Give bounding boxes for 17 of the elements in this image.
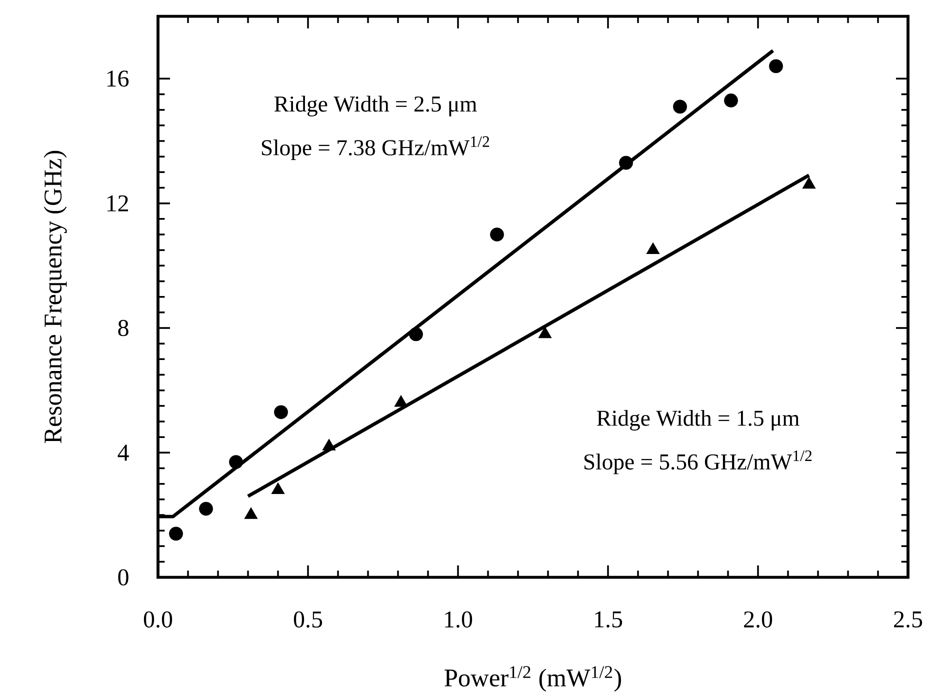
x-tick-label: 0.5 [294,611,322,628]
y-tick-label: 8 [118,320,128,336]
y-axis-title: Resonance Frequency (GHz) [44,150,67,444]
x-tick-label: 2.0 [744,611,772,628]
annotation: Slope = 7.38 GHz/mW$^{1/2}$ [262,136,490,160]
x-tick-label: 2.5 [894,611,922,628]
annotation: Ridge Width = 1.5 μm [596,410,800,431]
x-tick-label: 1.0 [445,611,472,628]
y-tick-label: 4 [118,444,129,461]
y-tick-label: 12 [107,195,128,212]
x-tick-label: 0.0 [144,611,172,628]
annotation: Slope = 5.56 GHz/mW$^{1/2}$ [584,450,812,474]
x-tick-label: 1.5 [595,611,622,628]
y-tick-label: 0 [118,569,128,586]
y-tick-label: 16 [107,70,129,87]
x-axis-title: Power$^{1/2}$ (mW$^{1/2}$) [444,666,621,692]
annotation: Ridge Width = 2.5 μm [274,96,477,116]
